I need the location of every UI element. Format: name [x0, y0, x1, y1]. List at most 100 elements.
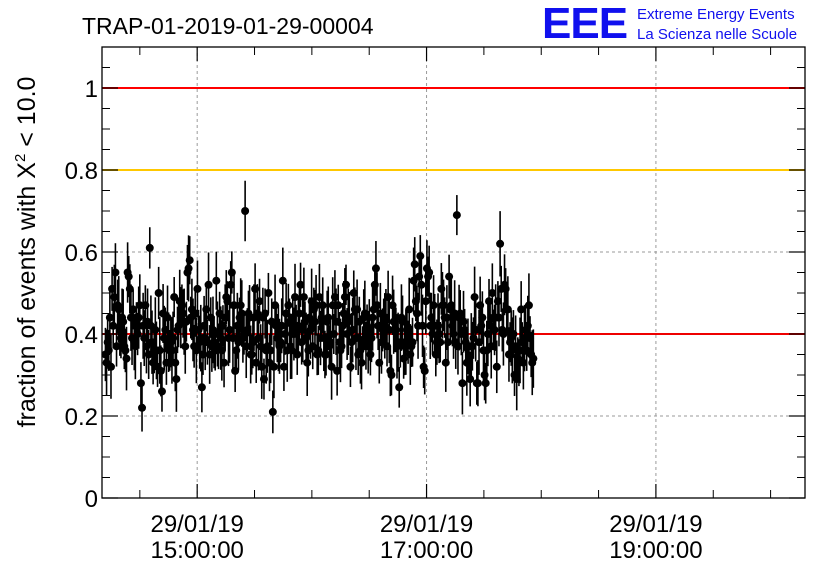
data-point [339, 309, 348, 318]
data-point [418, 321, 427, 330]
data-point [478, 313, 487, 322]
data-point [408, 338, 417, 347]
data-point [171, 358, 180, 367]
data-point [269, 362, 278, 371]
data-point [170, 293, 179, 302]
data-point [349, 289, 358, 297]
data-point [456, 309, 465, 318]
data-point [271, 301, 280, 310]
data-point [112, 342, 121, 351]
data-point [225, 325, 234, 334]
data-point [496, 239, 505, 248]
data-point [368, 313, 377, 322]
data-point [167, 346, 176, 355]
data-point [261, 309, 270, 318]
data-point [106, 362, 115, 371]
data-point [299, 293, 308, 302]
data-point [473, 379, 482, 388]
data-point [492, 362, 501, 371]
data-point [279, 362, 288, 371]
data-point [266, 346, 275, 355]
axis-ticks: 00.20.40.60.8129/01/1915:00:0029/01/1917… [65, 47, 805, 564]
data-point [220, 358, 229, 367]
x-tick-label-time: 19:00:00 [609, 537, 702, 564]
data-point [357, 358, 366, 367]
data-point [387, 371, 396, 379]
data-point [135, 301, 144, 310]
data-point [373, 301, 382, 310]
data-point [435, 330, 444, 338]
data-point [416, 252, 425, 261]
x-tick-label-date: 29/01/19 [150, 511, 243, 538]
data-point [197, 383, 206, 392]
data-point [255, 297, 264, 306]
data-point [485, 297, 494, 306]
data-point [284, 301, 293, 310]
data-point [429, 301, 438, 310]
data-point [388, 301, 397, 310]
data-point [447, 301, 456, 310]
data-point [466, 375, 475, 384]
eee-logo: EEE Extreme Energy Events La Scienza nel… [542, 0, 797, 48]
data-point [519, 358, 528, 367]
data-point [241, 207, 250, 215]
data-point [296, 280, 305, 289]
data-point [129, 305, 138, 314]
x-tick-label-date: 29/01/19 [609, 511, 702, 538]
data-point [278, 276, 287, 285]
data-point [295, 309, 304, 318]
y-tick-label: 1 [85, 76, 98, 103]
data-point [124, 272, 133, 281]
data-point [471, 325, 480, 334]
data-point [458, 379, 467, 388]
data-point [291, 293, 300, 302]
data-point [136, 379, 145, 388]
data-point [410, 260, 419, 269]
data-point [163, 313, 172, 322]
data-points [101, 180, 538, 434]
data-point [277, 321, 286, 330]
data-point [334, 301, 343, 310]
data-point [442, 313, 451, 322]
data-point [452, 211, 461, 220]
y-axis-title-sup: 2 [12, 154, 29, 162]
y-tick-label: 0.2 [65, 404, 98, 431]
data-point [157, 387, 166, 396]
y-tick-label: 0 [85, 486, 98, 513]
data-point [384, 293, 393, 302]
gridlines [102, 47, 805, 498]
y-axis-title-symbol: Χ [13, 162, 41, 179]
data-point [366, 350, 375, 359]
data-point [228, 334, 237, 343]
data-point [154, 289, 163, 297]
data-point [185, 256, 194, 265]
data-point [318, 301, 327, 310]
data-point [499, 330, 508, 338]
data-point [226, 280, 235, 289]
data-point [405, 305, 414, 314]
data-point [420, 366, 429, 375]
y-axis-title: fraction of events with Χ2 < 10.0 [12, 77, 41, 428]
data-point [122, 354, 131, 363]
x-tick-label-time: 15:00:00 [150, 537, 243, 564]
data-point [326, 338, 335, 347]
data-point [425, 268, 434, 277]
data-point [322, 350, 331, 359]
data-point [114, 305, 123, 314]
data-point [524, 301, 533, 310]
logo-line2: La Scienza nelle Scuole [637, 26, 797, 43]
x-tick-label-date: 29/01/19 [380, 511, 473, 538]
logo-mark: EEE [542, 0, 627, 48]
data-point [303, 358, 312, 367]
data-point [412, 309, 421, 318]
data-point [436, 338, 445, 347]
data-point [417, 280, 426, 289]
data-point [125, 284, 134, 293]
data-point [242, 342, 251, 351]
y-axis-title-suffix: < 10.0 [13, 77, 41, 154]
data-point [276, 338, 285, 347]
data-point [395, 383, 404, 392]
data-point [119, 317, 128, 326]
x-tick-label-time: 17:00:00 [380, 537, 473, 564]
data-point [310, 317, 319, 326]
